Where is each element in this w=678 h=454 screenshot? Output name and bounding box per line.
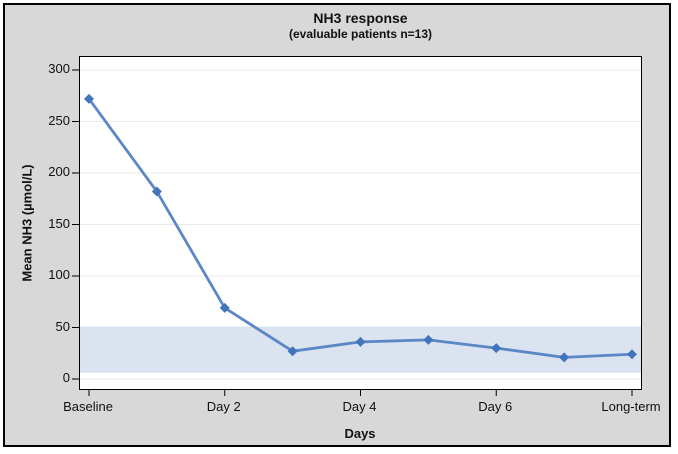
- data-point-marker: [355, 336, 366, 347]
- x-tick-label: Day 6: [478, 399, 513, 414]
- data-point-marker: [287, 346, 298, 357]
- y-tick-label: 150: [48, 215, 70, 231]
- chart-subtitle: (evaluable patients n=13): [288, 27, 433, 42]
- data-point-marker: [559, 352, 570, 363]
- title-block: NH3 response (evaluable patients n=13): [79, 9, 642, 43]
- x-tick-label: Baseline: [63, 399, 113, 414]
- x-tick-label: Day 4: [342, 399, 377, 414]
- data-point-marker: [627, 349, 637, 360]
- plot-area: [72, 56, 642, 396]
- data-point-marker: [423, 334, 434, 345]
- data-point-marker: [84, 93, 94, 104]
- data-point-marker: [151, 186, 162, 197]
- data-point-marker: [219, 302, 230, 313]
- x-tick-label: Day 2: [206, 399, 241, 414]
- data-point-marker: [491, 343, 502, 354]
- y-tick-label: 200: [48, 164, 70, 179]
- plot-svg: [72, 69, 641, 396]
- y-tick-label: 0: [62, 370, 70, 385]
- y-tick-label: 300: [48, 61, 70, 76]
- chart-title: NH3 response: [313, 10, 408, 26]
- y-tick-label: 50: [55, 318, 70, 334]
- reference-band: [80, 326, 641, 373]
- series-line: [87, 98, 633, 359]
- x-axis-title: Days: [344, 426, 376, 441]
- y-tick-label: 250: [48, 112, 70, 128]
- x-tick-label: Long-term: [601, 399, 661, 414]
- y-tick-label: 100: [48, 267, 70, 282]
